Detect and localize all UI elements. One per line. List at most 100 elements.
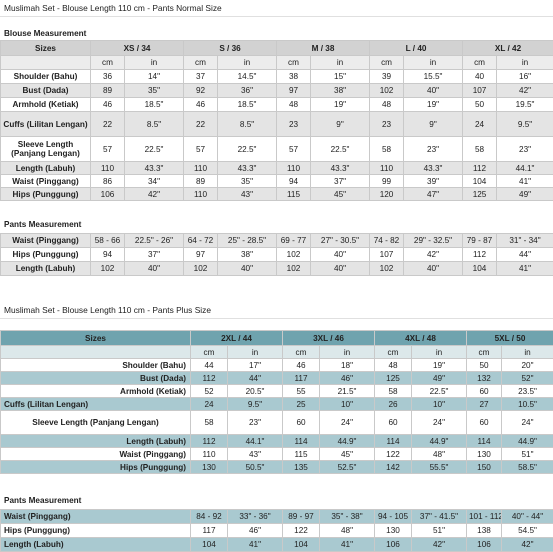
cell: 102 [369,261,404,276]
cell: 89 [183,174,219,188]
cell: 58 [374,384,412,398]
cell: 60 [466,410,502,435]
cell: 42" [501,537,553,552]
table-row: Waist (Pinggang) 84 - 92 33" - 36" 89 - … [0,509,553,524]
cell: 112 [190,434,228,448]
cell: 22 [90,111,125,137]
cell: 10.5" [501,397,553,411]
cell: 38" [310,83,371,98]
normal-title: Muslimah Set - Blouse Length 110 cm - Pa… [4,3,222,13]
normal-pants-table: Waist (Pinggang) 58 - 66 22.5" - 26" 64 … [0,233,553,276]
unit-spacer [0,345,191,359]
sizes-header: Sizes [0,330,191,346]
cell: 41" [227,537,283,552]
cell: 39" [403,174,464,188]
cell: 23 [276,111,312,137]
cell: 58 [190,410,228,435]
row-label: Hips (Punggung) [0,247,91,262]
cell: 38 [276,69,312,84]
cell: 9" [310,111,371,137]
cell: 94 [276,174,312,188]
cell: 110 [183,161,219,175]
table-row: Waist (Pinggang) 110 43" 115 45" 122 48"… [0,447,553,461]
row-label: Waist (Pinggang) [0,233,91,248]
cell: 23" [227,410,283,435]
cell: 22.5" [217,136,278,162]
cell: 36" [217,83,278,98]
cell: 110 [90,161,125,175]
cell: 51" [501,447,553,461]
size-header: L / 40 [369,40,464,56]
cell: 44.1" [227,434,283,448]
cell: 125 [462,187,498,201]
table-row: Waist (Pinggang) 86 34" 89 35" 94 37" 99… [0,174,553,188]
cell: 101 - 112 [466,509,502,524]
table-row: Hips (Punggung) 94 37" 97 38" 102 40" 10… [0,247,553,262]
cell: 122 [374,447,412,461]
unit-cell: cm [183,55,219,70]
unit-cell: in [123,55,185,70]
cell: 40" [124,261,184,276]
cell: 106 [90,187,125,201]
cell: 37" - 41.5" [411,509,467,524]
cell: 40" [310,247,370,262]
cell: 54.5" [501,523,553,538]
cell: 48" [411,447,467,461]
cell: 114 [466,434,502,448]
cell: 125 [374,371,412,385]
cell: 19" [403,97,464,112]
table-row: Length (Labuh) 102 40" 102 40" 102 40" 1… [0,261,553,276]
table-row: Armhold (Ketiak) 52 20.5" 55 21.5" 58 22… [0,384,553,398]
cell: 46 [90,97,125,112]
table-row: Waist (Pinggang) 58 - 66 22.5" - 26" 64 … [0,233,553,248]
cell: 14.5" [217,69,278,84]
row-label: Cuffs (Lilitan Lengan) [0,111,91,137]
cell: 44.9" [319,434,375,448]
unit-cell: cm [190,345,228,359]
cell: 23" [403,136,464,162]
cell: 29" - 32.5" [403,233,463,248]
cell: 42" [123,187,185,201]
unit-cell: in [411,345,467,359]
cell: 99 [369,174,405,188]
table-row: Length (Labuh) 110 43.3" 110 43.3" 110 4… [0,161,553,175]
size-header: 3XL / 46 [282,330,375,346]
cell: 60 [282,410,320,435]
cell: 52 [190,384,228,398]
row-label: Length (Labuh) [0,537,191,552]
cell: 42" [496,83,553,98]
cell: 58 - 66 [90,233,125,248]
plus-pants-table: Waist (Pinggang) 84 - 92 33" - 36" 89 - … [0,509,553,552]
cell: 122 [282,523,320,538]
unit-cell: cm [90,55,125,70]
unit-cell: in [319,345,375,359]
cell: 8.5" [123,111,185,137]
cell: 107 [369,247,404,262]
cell: 19" [411,358,467,372]
table-row: Length (Labuh) 104 41" 104 41" 106 42" 1… [0,537,553,552]
cell: 23" [496,136,553,162]
unit-cell: cm [282,345,320,359]
cell: 79 - 87 [462,233,497,248]
size-header: 2XL / 44 [190,330,283,346]
cell: 102 [276,247,311,262]
cell: 21.5" [319,384,375,398]
cell: 26 [374,397,412,411]
cell: 46" [319,371,375,385]
cell: 41" [496,174,553,188]
unit-cell: in [501,345,553,359]
table-row: Cuffs (Lilitan Lengan) 22 8.5" 22 8.5" 2… [0,111,553,137]
sizes-header: Sizes [0,40,91,56]
cell: 43.3" [123,161,185,175]
cell: 40" [217,261,277,276]
cell: 51" [411,523,467,538]
cell: 57 [276,136,312,162]
cell: 41" [496,261,553,276]
cell: 35" [217,174,278,188]
cell: 45" [319,447,375,461]
cell: 130 [466,447,502,461]
cell: 24" [319,410,375,435]
row-label: Waist (Pinggang) [0,174,91,188]
cell: 15" [310,69,371,84]
cell: 132 [466,371,502,385]
